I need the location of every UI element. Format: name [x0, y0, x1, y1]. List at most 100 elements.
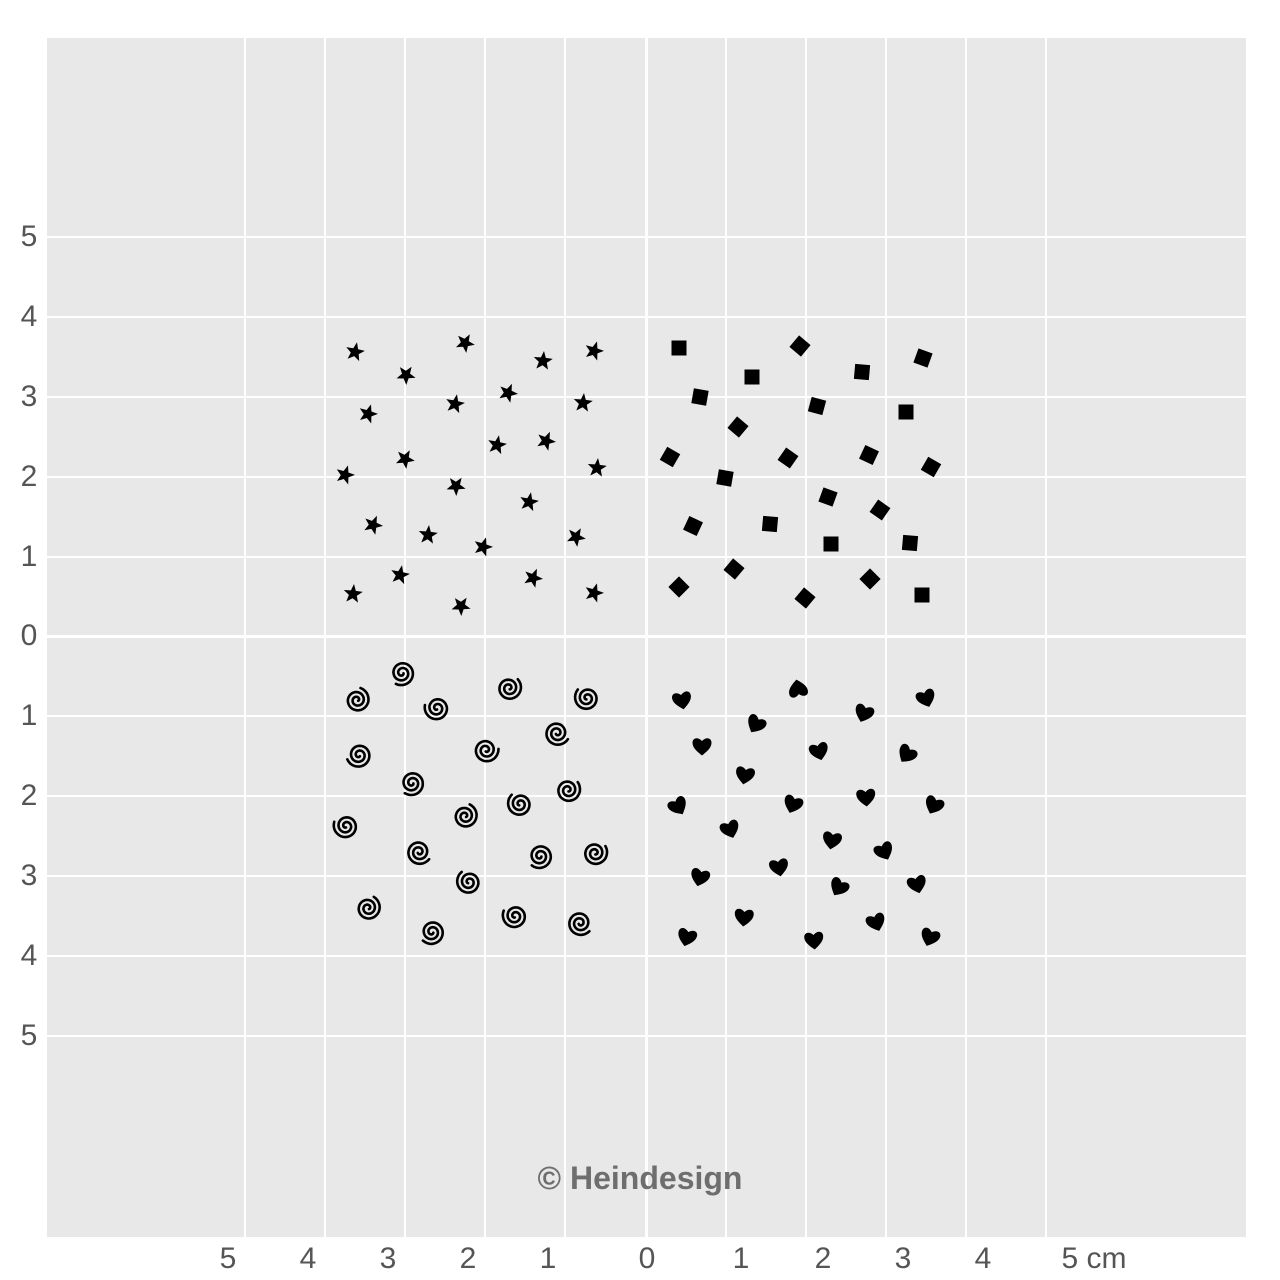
square-icon	[659, 446, 681, 468]
ruler-label-x: 4	[299, 1242, 317, 1275]
spiral-icon	[332, 815, 358, 839]
grid-vertical-line	[965, 38, 967, 1280]
heart-icon	[808, 741, 828, 761]
grid-vertical-line	[564, 38, 566, 1280]
square-icon	[671, 340, 687, 356]
ruler-label-y: 3	[20, 859, 38, 892]
square-icon	[716, 469, 734, 487]
square-icon	[761, 515, 779, 533]
square-icon	[683, 516, 703, 536]
star-icon	[567, 528, 586, 547]
heart-icon	[769, 858, 788, 877]
spiral-icon	[421, 921, 445, 946]
square-icon	[744, 369, 760, 385]
grid-vertical-line	[244, 38, 246, 1280]
grid-horizontal-line	[0, 715, 1246, 717]
heart-icon	[873, 841, 893, 860]
star-icon	[446, 394, 465, 414]
heart-icon	[719, 819, 739, 838]
heart-icon	[734, 908, 754, 927]
heart-icon	[855, 703, 875, 722]
square-icon	[668, 576, 690, 598]
square-icon	[920, 456, 942, 478]
grid-horizontal-line	[0, 955, 1246, 957]
grid-vertical-line	[645, 38, 648, 1280]
square-icon	[823, 536, 839, 552]
star-icon	[488, 435, 507, 455]
ruler-label-y: 1	[20, 540, 38, 573]
heart-icon	[736, 766, 755, 785]
square-icon	[913, 348, 933, 368]
spiral-icon	[357, 895, 382, 920]
heart-icon	[899, 743, 918, 762]
grid-horizontal-line	[0, 396, 1246, 398]
ruler-label-y: 1	[20, 699, 38, 732]
ruler-label-y: 4	[20, 939, 38, 972]
grid-horizontal-line	[0, 1035, 1246, 1037]
spiral-icon	[573, 688, 598, 711]
copyright-text: © Heindesign	[537, 1160, 743, 1196]
heart-icon	[789, 679, 808, 698]
star-icon	[585, 583, 604, 603]
star-icon	[587, 458, 607, 477]
heart-icon	[672, 691, 691, 710]
square-icon	[853, 363, 871, 381]
spiral-icon	[454, 803, 478, 828]
spiral-icon	[455, 870, 480, 894]
grid-horizontal-line	[0, 556, 1246, 558]
spiral-icon	[346, 744, 371, 768]
star-icon	[364, 515, 383, 535]
spiral-icon	[583, 843, 609, 866]
ruler-label-y: 2	[20, 460, 38, 493]
square-icon	[901, 534, 919, 552]
grid-vertical-line	[404, 38, 406, 1280]
heart-icon	[915, 688, 935, 707]
heart-icon	[906, 874, 926, 894]
heart-icon	[804, 931, 824, 950]
grid-vertical-line	[1045, 38, 1047, 1280]
grid-horizontal-line	[0, 476, 1246, 478]
heart-icon	[784, 794, 804, 813]
star-icon	[573, 393, 593, 412]
ruler-label-x: 1	[539, 1242, 557, 1275]
spiral-icon	[501, 906, 527, 929]
grid-vertical-line	[885, 38, 887, 1280]
ruler-label-y: 3	[20, 380, 38, 413]
heart-icon	[925, 795, 945, 814]
ruler-label-x: 1	[732, 1242, 750, 1275]
square-icon	[691, 388, 709, 406]
spiral-icon	[530, 845, 553, 870]
square-icon	[807, 396, 827, 416]
heart-icon	[678, 927, 698, 947]
star-icon	[585, 341, 604, 361]
spiral-icon	[423, 698, 449, 721]
ruler-label-x: 4	[974, 1242, 992, 1275]
grid-vertical-line	[725, 38, 727, 1280]
grid-horizontal-line	[0, 635, 1246, 638]
square-icon	[859, 445, 879, 465]
ruler-label-x: 2	[459, 1242, 477, 1275]
ruler-label-x: 0	[638, 1242, 656, 1275]
spiral-icon	[506, 793, 531, 817]
ruler-label-x: 5 cm	[1061, 1242, 1127, 1275]
ruler-label-x: 3	[894, 1242, 912, 1275]
star-icon	[396, 366, 416, 385]
heart-icon	[748, 714, 767, 733]
grid-horizontal-line	[0, 795, 1246, 797]
square-icon	[898, 404, 914, 420]
spiral-icon	[568, 912, 591, 937]
square-icon	[818, 487, 838, 507]
star-icon	[391, 565, 410, 585]
square-icon	[859, 568, 881, 590]
star-icon	[418, 525, 438, 544]
star-icon	[336, 465, 355, 485]
spiral-icon	[498, 677, 523, 701]
square-icon	[869, 499, 891, 521]
spiral-icon	[402, 771, 425, 797]
spiral-icon	[557, 780, 582, 803]
grid-horizontal-line	[0, 236, 1246, 238]
ruler-label-y: 2	[20, 779, 38, 812]
square-icon	[914, 587, 930, 603]
grid-horizontal-line	[0, 316, 1246, 318]
